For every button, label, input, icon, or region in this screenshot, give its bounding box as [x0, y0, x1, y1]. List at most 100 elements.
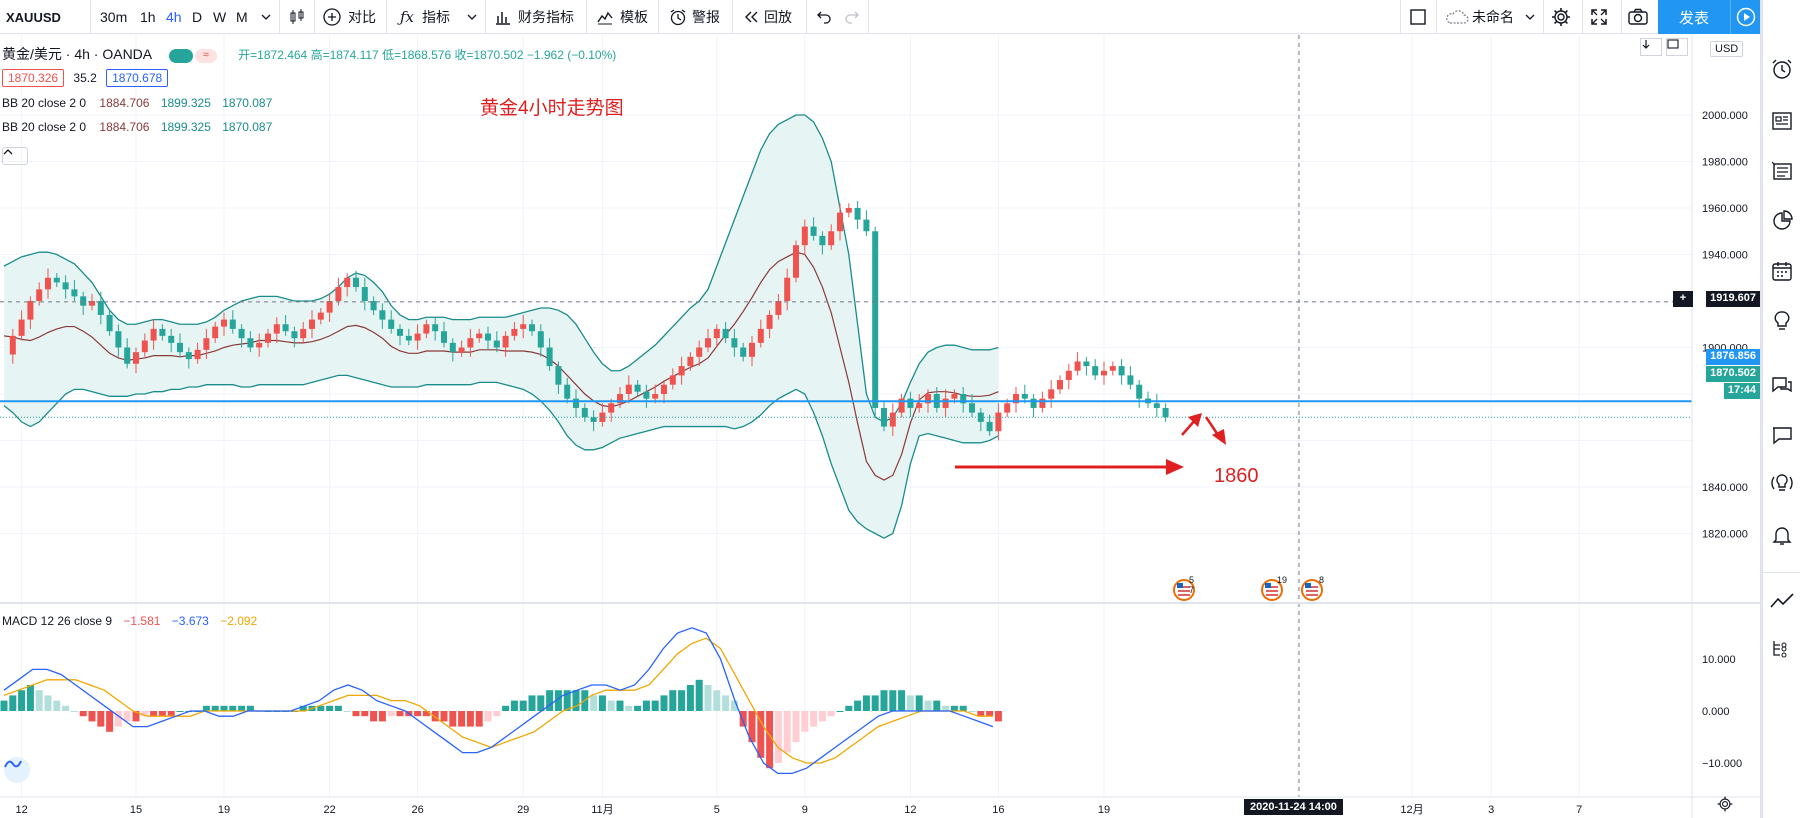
last-price-tag: 1870.502 [1706, 366, 1760, 382]
macd-histogram-bar [53, 700, 61, 711]
fullscreen-box-icon[interactable] [1409, 0, 1427, 34]
interval-30m[interactable]: 30m [100, 9, 128, 25]
divider [1543, 0, 1544, 34]
macd-histogram-bar [898, 690, 906, 711]
layout-name: 未命名 [1472, 9, 1514, 25]
candle-body [520, 324, 527, 329]
replay-button[interactable]: 回放 [742, 0, 792, 34]
interval-w[interactable]: W [213, 9, 227, 25]
macd-histogram-bar [70, 711, 78, 712]
candle-body [1057, 380, 1063, 390]
collapse-legend-button[interactable] [2, 147, 28, 165]
macd-legend[interactable]: MACD 12 26 close 9 −1.581 −3.673 −2.092 [2, 614, 257, 628]
hierarchy-icon[interactable] [1769, 636, 1795, 662]
interval-m[interactable]: M [236, 9, 248, 25]
candle-body [995, 412, 1002, 432]
trend-line-icon[interactable] [1769, 588, 1795, 614]
sell-price[interactable]: 1870.326 [2, 69, 65, 87]
news-icon[interactable] [1769, 108, 1795, 134]
candle-body [309, 319, 315, 329]
interval-1h[interactable]: 1h [140, 9, 156, 25]
chevron-down-icon[interactable] [260, 0, 272, 34]
bb-basis-value: 1884.706 [99, 120, 150, 134]
candle-body [1127, 375, 1134, 385]
buy-price[interactable]: 1870.678 [106, 69, 169, 87]
add-alert-plus-icon[interactable]: + [1673, 291, 1693, 307]
bell-icon[interactable] [1769, 522, 1795, 548]
candle-body [599, 412, 606, 422]
market-open-icon [169, 48, 194, 63]
candle-body [951, 394, 958, 399]
broadcast-idea-icon[interactable] [1769, 470, 1795, 496]
layout-name-menu[interactable]: 未命名 [1444, 0, 1536, 34]
camera-icon[interactable] [1627, 0, 1649, 34]
divider [1436, 0, 1437, 34]
macd-histogram-bar [396, 711, 404, 717]
fullscreen-icon[interactable] [1589, 0, 1609, 34]
interval-4h[interactable]: 4h [166, 9, 182, 25]
candle-body [441, 331, 447, 343]
candle-body [397, 328, 403, 336]
chat-icon[interactable] [1769, 372, 1795, 398]
lightbulb-icon[interactable] [1769, 308, 1795, 334]
candle-body [854, 208, 861, 220]
macd-histogram-bar [510, 700, 518, 711]
undo-icon[interactable] [816, 0, 832, 34]
financials-button[interactable]: 财务指标 [494, 0, 574, 34]
bb-legend-2[interactable]: BB 20 close 2 0 1884.706 1899.325 1870.0… [2, 120, 272, 134]
calendar-icon[interactable] [1769, 258, 1795, 284]
chart-annotation-target[interactable]: 1860 [1214, 465, 1259, 487]
gear-icon[interactable] [1550, 0, 1572, 34]
macd-histogram-bar [933, 700, 941, 711]
macd-signal-value: −2.092 [220, 614, 258, 628]
price-tick-label: 1840.000 [1702, 482, 1748, 494]
macd-tick-label: −10.000 [1702, 758, 1742, 770]
tradingview-logo-icon[interactable] [4, 757, 30, 783]
macd-histogram-bar [361, 711, 369, 717]
chart-annotation-title[interactable]: 黄金4小时走势图 [480, 98, 624, 119]
templates-button[interactable]: 模板 [596, 0, 648, 34]
candle-body [1162, 407, 1169, 418]
price-chart[interactable]: 2000.0001980.0001960.0001940.0001900.000… [0, 35, 1760, 818]
alert-button[interactable]: 警报 [668, 0, 720, 34]
macd-histogram-bar [924, 700, 932, 711]
candle-body [177, 342, 183, 353]
candle-body [784, 277, 791, 301]
candle-style-icon[interactable] [288, 0, 306, 34]
redo-icon[interactable] [844, 0, 860, 34]
macd-histogram-bar [26, 685, 34, 711]
candle-body [969, 403, 975, 413]
interval-d[interactable]: D [192, 9, 203, 25]
pie-chart-icon[interactable] [1769, 208, 1795, 234]
symbol-search[interactable]: XAUUSD [6, 9, 61, 25]
macd-histogram-bar [607, 700, 615, 711]
indicators-button[interactable]: ƒx 指标 [400, 0, 478, 34]
candle-body [678, 366, 685, 376]
publish-button[interactable]: 发表 [1658, 0, 1730, 34]
alarm-clock-icon[interactable] [1769, 56, 1795, 82]
compare-button[interactable]: 对比 [322, 0, 376, 34]
macd-histogram-bar [818, 711, 826, 722]
macd-histogram-bar [343, 711, 351, 712]
macd-histogram-bar [484, 711, 492, 722]
play-icon[interactable] [1730, 0, 1760, 34]
candle-body [485, 333, 491, 341]
arrow-down-icon[interactable] [1640, 38, 1662, 56]
bb-basis-value: 1884.706 [99, 96, 150, 110]
candle-body [414, 333, 421, 341]
bb-legend-1[interactable]: BB 20 close 2 0 1884.706 1899.325 1870.0… [2, 96, 272, 110]
arrowhead-icon [1212, 429, 1226, 445]
chart-area[interactable]: 2000.0001980.0001960.0001940.0001900.000… [0, 35, 1760, 818]
macd-signal-line [3, 637, 993, 764]
macd-tick-label: 0.000 [1702, 706, 1730, 718]
candle-body [361, 287, 368, 301]
currency-label[interactable]: USD [1710, 41, 1744, 57]
maximize-pane-icon[interactable] [1666, 38, 1688, 56]
candle-body [625, 384, 632, 394]
message-icon[interactable] [1769, 422, 1795, 448]
divider [1621, 0, 1622, 34]
divider [314, 0, 315, 34]
macd-histogram-bar [519, 700, 527, 711]
watchlist-icon[interactable] [1769, 158, 1795, 184]
macd-histogram-bar [167, 711, 175, 717]
